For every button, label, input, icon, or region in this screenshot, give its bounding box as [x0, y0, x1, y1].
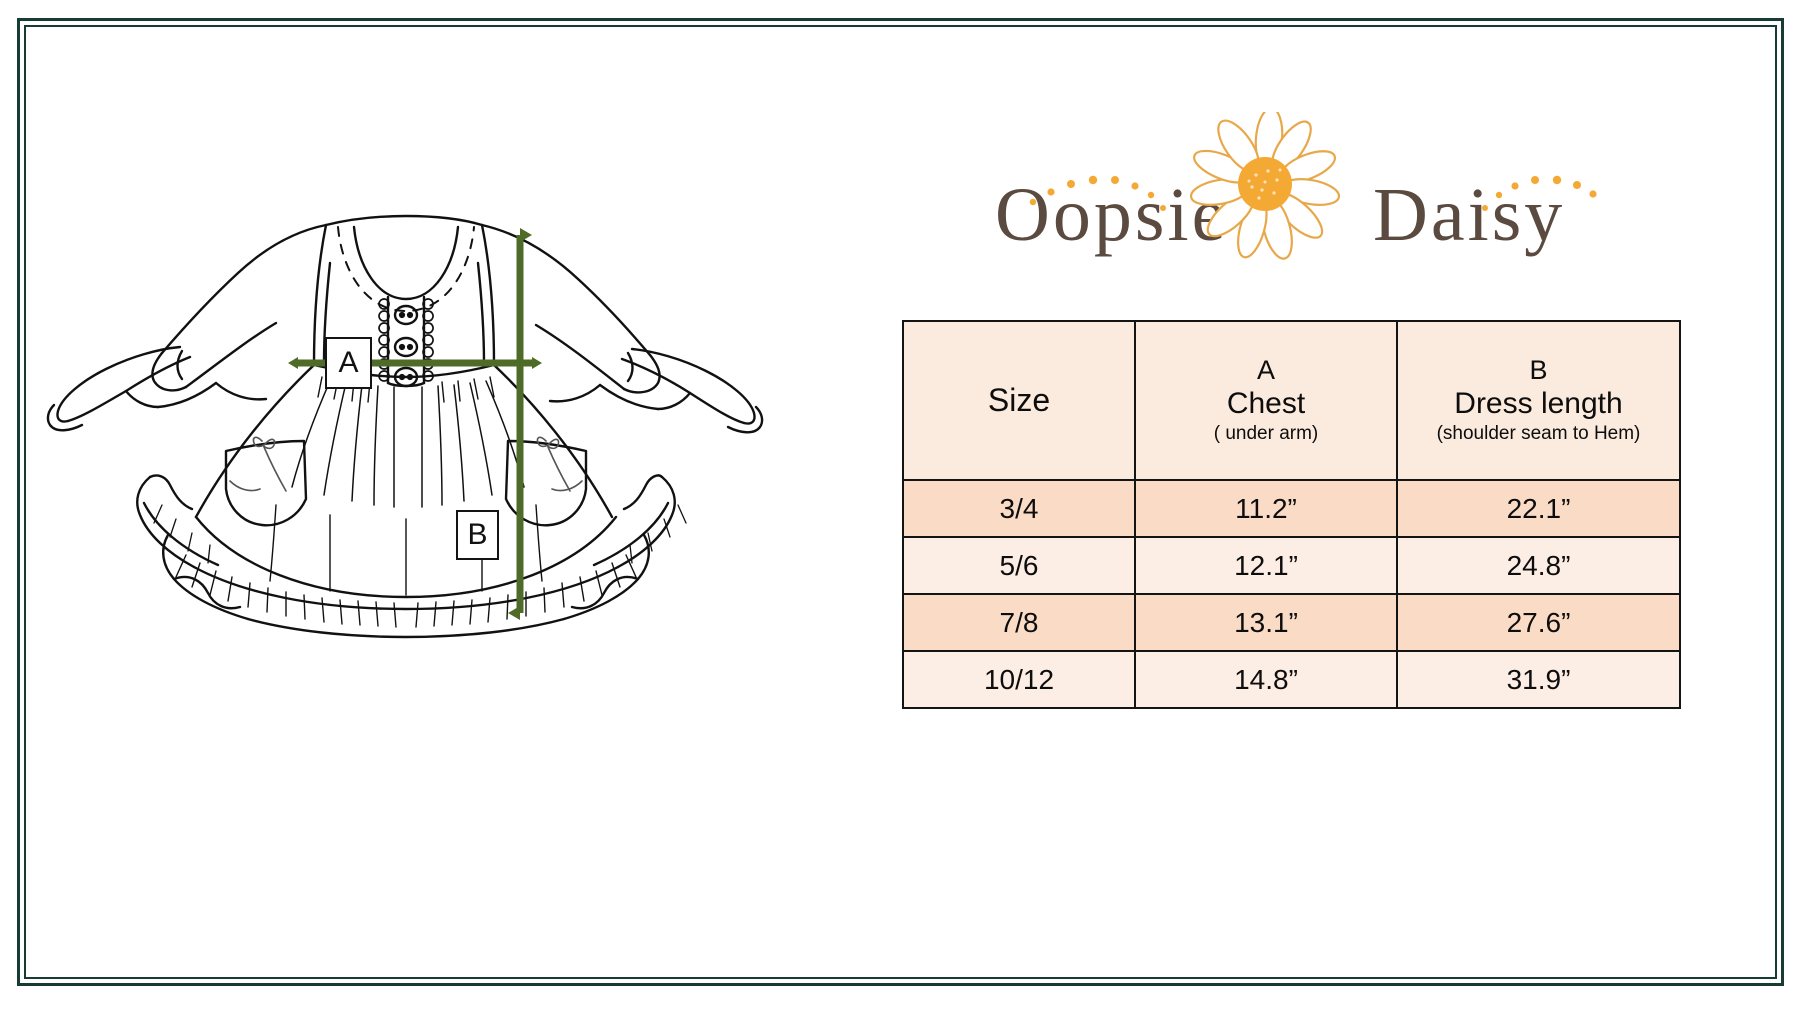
column-header-chest-text: Chest — [1226, 387, 1306, 421]
column-header-length-letter: B — [1529, 355, 1548, 386]
column-header-chest-note: ( under arm) — [1213, 423, 1319, 445]
dress-illustration — [30, 205, 790, 655]
cell-chest: 11.2” — [1134, 479, 1398, 538]
logo-word-right: Daisy — [1373, 173, 1565, 257]
column-header-chest-letter: A — [1256, 355, 1275, 386]
table-row: 7/8 13.1” 27.6” — [902, 593, 1681, 652]
cell-size: 3/4 — [902, 479, 1136, 538]
measure-label-a: A — [325, 337, 372, 389]
column-header-size: Size — [902, 320, 1136, 481]
cell-length: 24.8” — [1396, 536, 1681, 595]
cell-length: 31.9” — [1396, 650, 1681, 709]
column-header-length-text: Dress length — [1454, 387, 1623, 421]
daisy-flower-icon — [1189, 112, 1341, 260]
cell-chest: 13.1” — [1134, 593, 1398, 652]
column-header-chest: A Chest ( under arm) — [1134, 320, 1398, 481]
column-header-length: B Dress length (shoulder seam to Hem) — [1396, 320, 1681, 481]
cell-size: 5/6 — [902, 536, 1136, 595]
button-icon — [393, 336, 419, 358]
button-icon — [393, 304, 419, 326]
column-header-size-text: Size — [987, 382, 1051, 419]
cell-chest: 12.1” — [1134, 536, 1398, 595]
measure-label-b: B — [456, 510, 499, 560]
cell-length: 22.1” — [1396, 479, 1681, 538]
cell-chest: 14.8” — [1134, 650, 1398, 709]
table-row: 5/6 12.1” 24.8” — [902, 536, 1681, 595]
brand-logo: Oopsie Daisy — [965, 112, 1605, 262]
table-row: 10/12 14.8” 31.9” — [902, 650, 1681, 709]
cell-size: 7/8 — [902, 593, 1136, 652]
table-row: 3/4 11.2” 22.1” — [902, 479, 1681, 538]
table-header-row: Size A Chest ( under arm) B Dress length… — [902, 320, 1681, 481]
size-chart-table: Size A Chest ( under arm) B Dress length… — [902, 320, 1681, 709]
column-header-length-note: (shoulder seam to Hem) — [1436, 423, 1641, 445]
cell-size: 10/12 — [902, 650, 1136, 709]
cell-length: 27.6” — [1396, 593, 1681, 652]
logo-word-left: Oopsie — [995, 173, 1228, 257]
